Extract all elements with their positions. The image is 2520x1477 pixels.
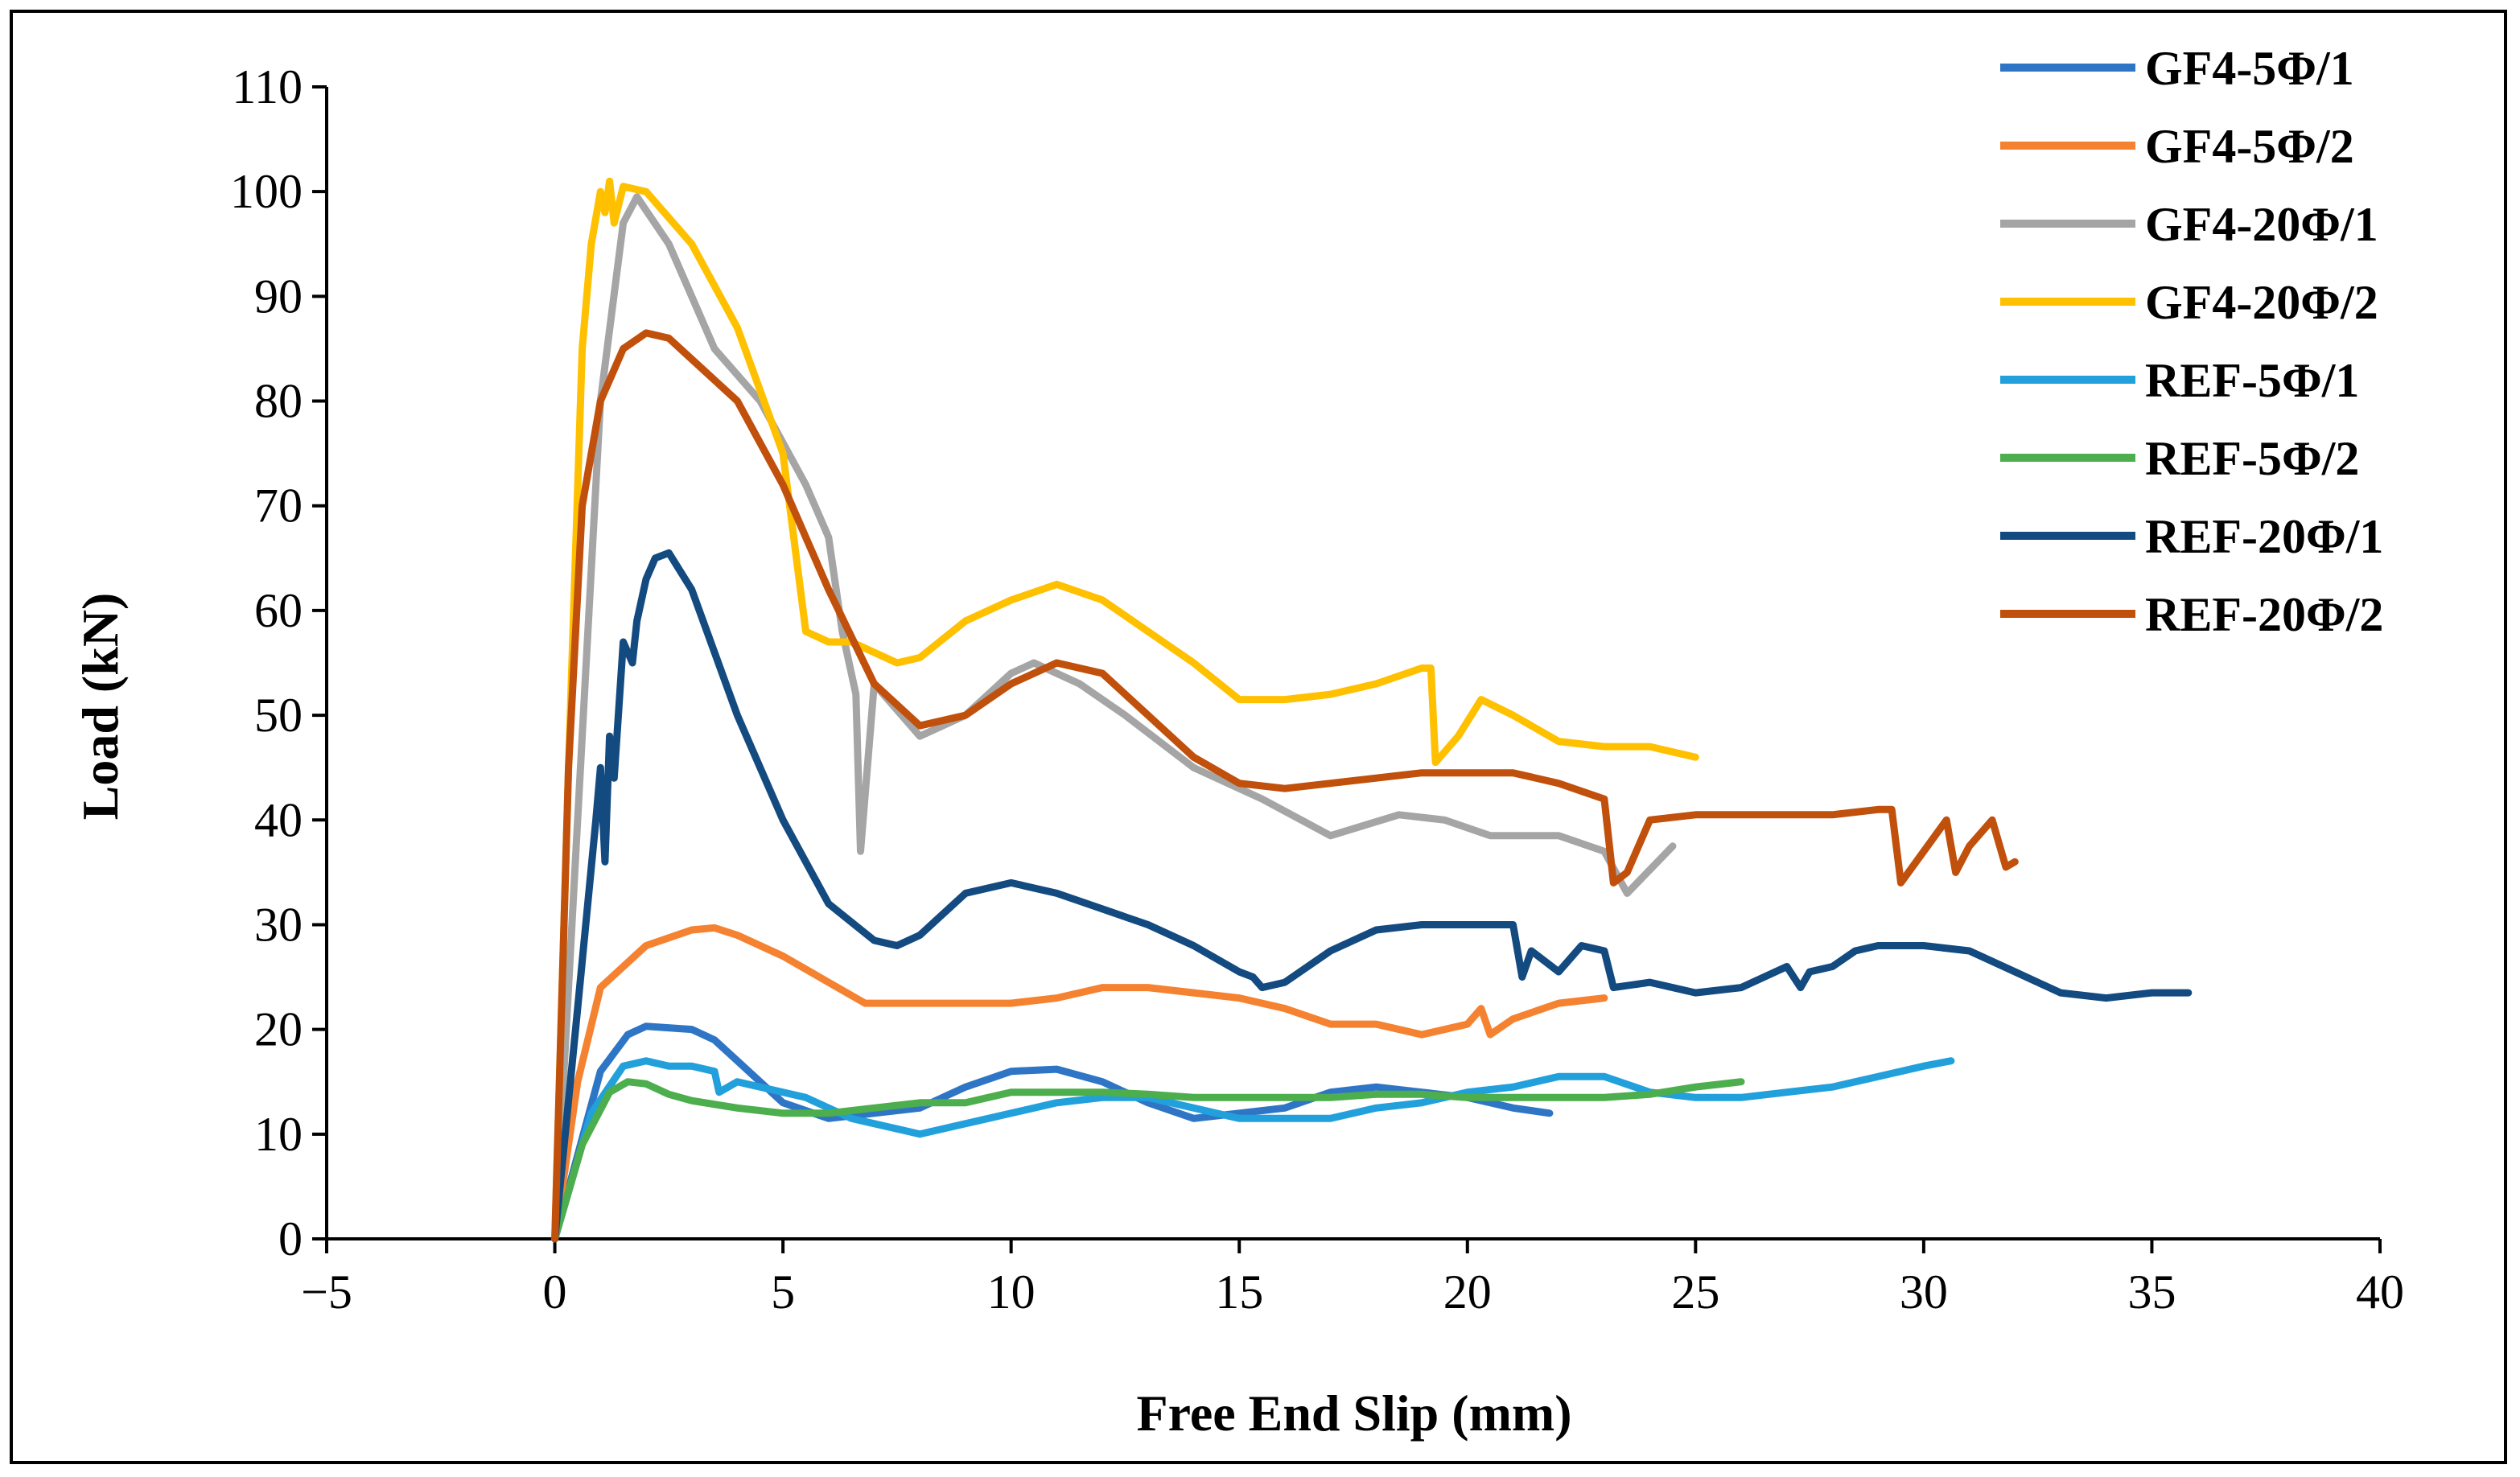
series-line-ref-20-2	[551, 329, 2019, 1243]
series-line-gf4-20-2	[551, 177, 1699, 1243]
legend-label: REF-20Φ/1	[2145, 510, 2383, 563]
y-tick-label: 50	[254, 689, 303, 742]
legend-label: REF-20Φ/2	[2145, 588, 2383, 641]
legend-label: GF4-5Φ/2	[2145, 120, 2354, 173]
x-tick-label: 0	[543, 1265, 567, 1319]
y-tick-label: 80	[254, 375, 303, 428]
series-line-ref-20-1	[551, 549, 2193, 1243]
x-tick-label: 40	[2356, 1265, 2404, 1319]
x-tick-label: 20	[1443, 1265, 1492, 1319]
y-tick-label: 60	[254, 584, 303, 637]
legend-label: GF4-5Φ/1	[2145, 42, 2354, 95]
x-tick-label: 15	[1215, 1265, 1263, 1319]
chart-frame: 0 10 20 30 40 50 60 70 80 90 100 110 −5 0 5 10 15 20 25 30 3…	[10, 10, 2507, 1464]
series-line-gf4-5-2	[551, 924, 1608, 1243]
y-tick-label: 30	[254, 898, 303, 951]
y-tick-label: 20	[254, 1003, 303, 1056]
y-tick-label: 70	[254, 479, 303, 533]
legend: GF4-5Φ/1 GF4-5Φ/2 GF4-20Φ/1 GF4-20Φ/2 REF-5Φ…	[2000, 42, 2383, 641]
series-line-gf4-20-1	[551, 193, 1677, 1243]
legend-label: REF-5Φ/1	[2145, 354, 2359, 407]
series-line-ref-5-1	[551, 1057, 1955, 1243]
x-tick-label: 30	[1900, 1265, 1948, 1319]
x-tick-label: 5	[771, 1265, 795, 1319]
legend-label: GF4-20Φ/2	[2145, 276, 2378, 329]
legend-label: REF-5Φ/2	[2145, 432, 2359, 485]
x-tick-label: −5	[301, 1265, 352, 1319]
y-tick-label: 110	[232, 60, 303, 113]
series-layer	[551, 177, 2193, 1243]
legend-label: GF4-20Φ/1	[2145, 198, 2378, 251]
x-tick-label: 25	[1671, 1265, 1719, 1319]
x-tick-label: 10	[987, 1265, 1036, 1319]
y-tick-label: 40	[254, 793, 303, 846]
x-tick-label: 35	[2127, 1265, 2176, 1319]
y-tick-label: 0	[278, 1212, 303, 1265]
series-line-gf4-5-1	[551, 1022, 1554, 1243]
y-tick-label: 10	[254, 1108, 303, 1161]
x-axis-title: Free End Slip (mm)	[1136, 1384, 1571, 1442]
y-tick-label: 90	[254, 269, 303, 323]
y-tick-label: 100	[230, 165, 303, 218]
y-axis-title: Load (kN)	[72, 593, 129, 821]
series-line-ref-5-2	[551, 1078, 1745, 1243]
